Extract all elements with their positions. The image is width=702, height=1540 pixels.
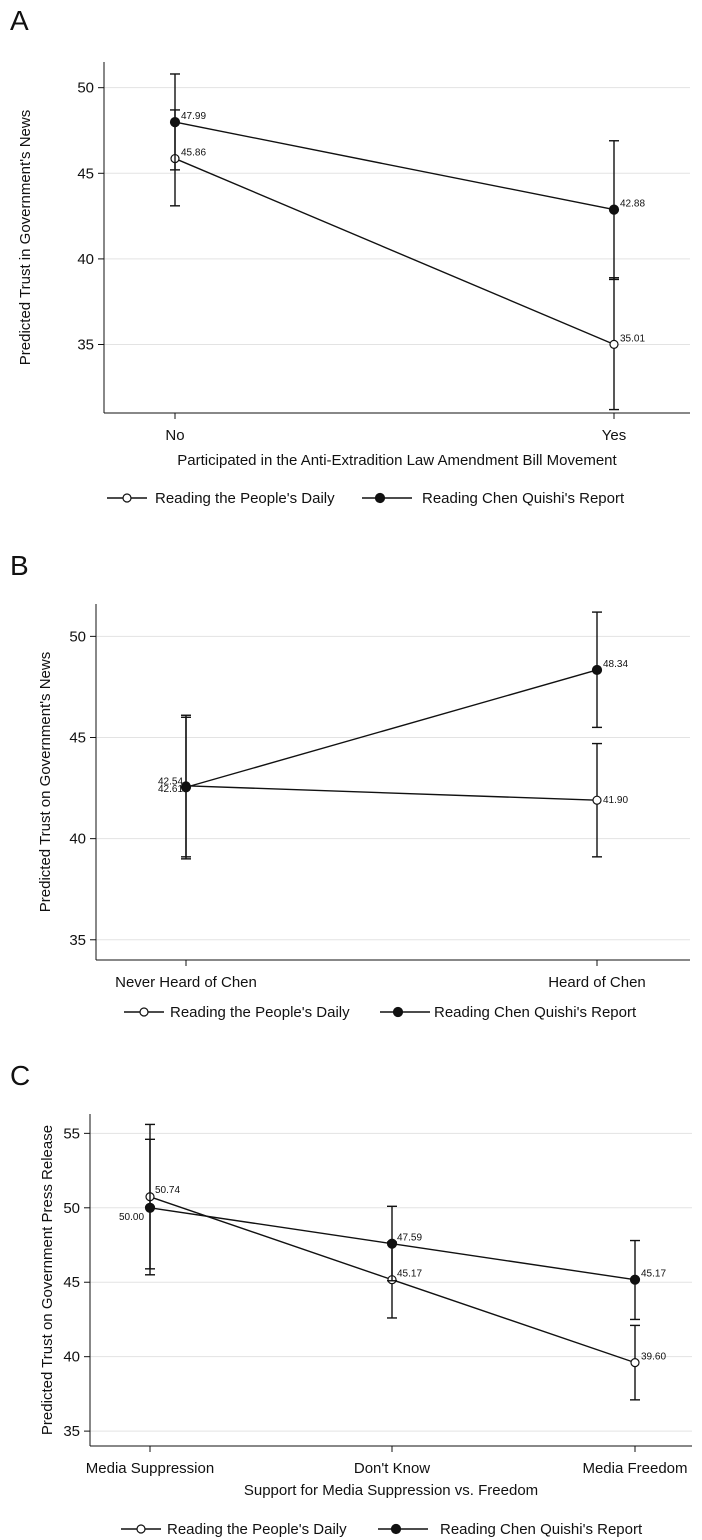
data-label: 41.90 [603,795,628,806]
panel-letter: C [10,1060,30,1091]
series-chen-quishi: 42.54 48.34 [158,611,628,860]
data-label: 45.17 [641,1269,666,1280]
x-axis-title: Support for Media Suppression vs. Freedo… [244,1482,538,1499]
marker-filled [180,782,192,793]
panel-letter: A [10,5,29,36]
legend-marker-filled [374,492,386,504]
y-tick-label: 50 [63,1200,80,1217]
y-tick-label: 45 [63,1274,80,1291]
series-peoples-daily: 42.61 41.90 [158,714,628,858]
chart-panel-a: A 35 40 45 50 No Yes Predicted Trust in Governm… [10,5,690,507]
legend-label: Reading the People's Daily [170,1004,350,1021]
data-label: 50.00 [119,1212,144,1223]
y-axis-title: Predicted Trust on Government Press Rele… [39,1125,56,1435]
data-label: 45.17 [397,1269,422,1280]
marker-filled [169,116,181,128]
y-axis-title: Predicted Trust in Government's News [17,110,34,365]
x-tick-label: Never Heard of Chen [115,974,257,991]
y-tick-label: 45 [69,730,86,747]
x-tick-label: Media Freedom [582,1460,687,1477]
marker-hollow [609,339,619,349]
panel-letter: B [10,550,29,581]
legend-label: Reading Chen Quishi's Report [434,1004,637,1021]
y-tick-label: 50 [77,80,94,97]
y-tick-label: 35 [63,1423,80,1440]
marker-filled [144,1202,156,1213]
legend-label: Reading the People's Daily [155,490,335,507]
data-label: 42.88 [620,199,645,210]
y-tick-label: 35 [69,932,86,949]
x-tick-label: Media Suppression [86,1460,214,1477]
chart-panel-b: B 35 40 45 50 Never Heard of Chen Heard of Che… [10,550,690,1021]
x-tick-label: Don't Know [354,1460,430,1477]
marker-filled [591,664,603,676]
data-label: 47.59 [397,1233,422,1244]
legend-label: Reading Chen Quishi's Report [422,490,625,507]
legend: Reading the People's Daily Reading Chen Q… [124,1004,637,1021]
marker-filled [629,1274,641,1285]
series-line [185,669,598,788]
chart-panel-c: C 35 40 45 50 55 Media Suppression Don't Know Me… [10,1060,692,1538]
series-chen-quishi: 50.00 47.59 45.17 [119,1138,666,1321]
y-tick-label: 45 [77,165,94,182]
series-line [174,121,615,211]
series-peoples-daily: 45.86 35.01 [170,109,645,411]
legend-marker-filled [392,1006,404,1018]
x-tick-label: No [165,427,184,444]
legend: Reading the People's Daily Reading Chen Q… [121,1521,643,1538]
marker-hollow [592,795,602,805]
legend-label: Reading Chen Quishi's Report [440,1521,643,1538]
legend-marker-filled [390,1523,402,1535]
x-axis-title: Participated in the Anti-Extradition Law… [177,452,617,469]
series-chen-quishi: 47.99 42.88 [169,73,645,281]
marker-filled [386,1238,398,1249]
series-peoples-daily: 50.74 45.17 39.60 [145,1123,666,1401]
data-label: 42.54 [158,776,183,787]
y-tick-label: 40 [69,831,86,848]
legend-label: Reading the People's Daily [167,1521,347,1538]
data-label: 50.74 [155,1185,180,1196]
y-tick-label: 35 [77,337,94,354]
y-axis-title: Predicted Trust on Government's News [37,652,54,912]
x-tick-label: Yes [602,427,626,444]
data-label: 42.61 [158,784,183,795]
legend-marker-hollow [122,493,132,503]
legend: Reading the People's Daily Reading Chen Q… [107,490,625,507]
y-tick-label: 40 [77,251,94,268]
series-line [185,785,598,801]
data-label: 39.60 [641,1352,666,1363]
data-label: 45.86 [181,148,206,159]
legend-marker-hollow [136,1524,146,1534]
y-tick-label: 50 [69,628,86,645]
data-label: 47.99 [181,111,206,122]
y-tick-label: 40 [63,1349,80,1366]
legend-marker-hollow [139,1007,149,1017]
data-label: 35.01 [620,333,645,344]
x-tick-label: Heard of Chen [548,974,646,991]
series-line [174,157,615,345]
marker-filled [608,204,620,215]
marker-hollow [630,1358,640,1368]
y-tick-label: 55 [63,1125,80,1142]
data-label: 48.34 [603,659,628,670]
